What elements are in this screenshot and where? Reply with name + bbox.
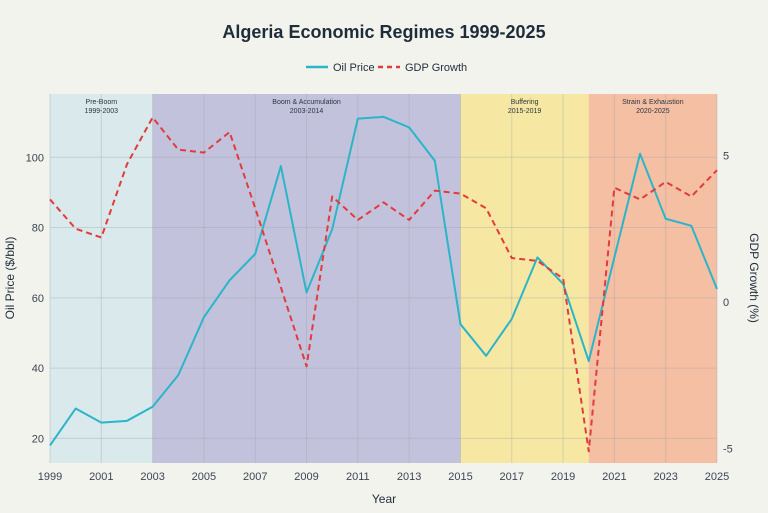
x-tick-label-2: 2003 — [140, 471, 164, 483]
x-tick-label-10: 2019 — [551, 471, 575, 483]
x-tick-label-13: 2025 — [705, 471, 729, 483]
regime-band-2 — [460, 94, 589, 463]
x-tick-label-12: 2023 — [653, 471, 677, 483]
x-axis-label: Year — [372, 492, 396, 506]
y-right-tick-label-0: -5 — [723, 443, 733, 455]
y-left-tick-label-2: 60 — [32, 293, 44, 305]
x-tick-label-0: 1999 — [38, 471, 62, 483]
y-right-tick-label-1: 0 — [723, 297, 729, 309]
x-tick-label-6: 2011 — [346, 471, 370, 483]
series-line-gdp-growth — [49, 116, 718, 453]
y-left-tick-label-4: 100 — [26, 152, 44, 164]
y-axis-left-label: Oil Price ($/bbl) — [3, 237, 17, 320]
regime-range-0: 1999-2003 — [85, 108, 119, 115]
regime-band-0 — [50, 94, 153, 463]
chart-title: Algeria Economic Regimes 1999-2025 — [222, 22, 545, 42]
x-tick-label-9: 2017 — [500, 471, 524, 483]
regime-range-3: 2020-2025 — [636, 108, 670, 115]
x-tick-label-3: 2005 — [192, 471, 216, 483]
y-right-tick-label-2: 5 — [723, 151, 729, 163]
legend-oil-label: Oil Price — [333, 62, 375, 74]
regime-label-3: Strain & Exhaustion — [622, 99, 684, 106]
regime-band-1 — [152, 94, 461, 463]
x-tick-label-8: 2015 — [448, 471, 472, 483]
x-tick-label-11: 2021 — [602, 471, 626, 483]
x-tick-label-1: 2001 — [89, 471, 113, 483]
series-line-oil-price — [49, 115, 718, 447]
y-left-tick-label-3: 80 — [32, 223, 44, 235]
y-left-tick-label-0: 20 — [32, 433, 44, 445]
regime-label-1: Boom & Accumulation — [272, 99, 341, 106]
grid — [49, 94, 718, 463]
y-axis-right-label: GDP Growth (%) — [747, 233, 761, 323]
x-tick-label-4: 2007 — [243, 471, 267, 483]
ticks: 1999 2001 2003 2005 2007 2009 2011 2013 2015 2017… — [26, 151, 733, 484]
x-tick-label-5: 2009 — [294, 471, 318, 483]
series — [49, 115, 718, 453]
regime-range-1: 2003-2014 — [290, 108, 324, 115]
legend-gdp-label: GDP Growth — [405, 62, 467, 74]
regime-label-2: Buffering — [511, 99, 539, 106]
x-tick-label-7: 2013 — [397, 471, 421, 483]
y-left-tick-label-1: 40 — [32, 363, 44, 375]
regime-range-2: 2015-2019 — [508, 108, 542, 115]
legend: Oil Price GDP Growth — [306, 62, 467, 74]
regime-label-0: Pre-Boom — [86, 99, 118, 106]
regime-band-3 — [588, 94, 717, 463]
